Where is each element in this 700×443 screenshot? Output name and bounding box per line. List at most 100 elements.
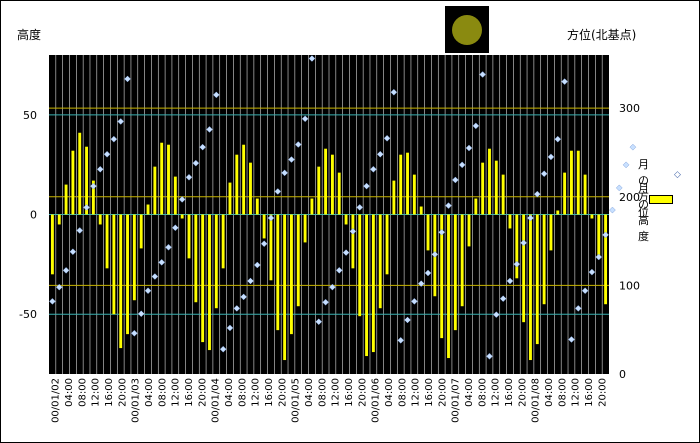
altitude-bar (50, 214, 54, 275)
altitude-bar (112, 214, 116, 315)
altitude-bar (358, 214, 362, 317)
altitude-bar (590, 214, 594, 219)
azimuth-point (226, 324, 234, 332)
azimuth-point (137, 310, 145, 318)
x-tick-label: 12:00 (331, 378, 342, 407)
x-tick-label: 00/01/05 (291, 378, 302, 423)
azimuth-point (363, 182, 370, 190)
azimuth-point (349, 227, 357, 235)
azimuth-point (356, 204, 364, 211)
azimuth-point (62, 266, 70, 274)
azimuth-point (554, 135, 562, 143)
altitude-bar (296, 214, 300, 307)
x-tick-label: 12:00 (411, 378, 422, 407)
altitude-bar (570, 150, 573, 215)
altitude-bar (515, 214, 519, 279)
altitude-bar (71, 150, 75, 215)
azimuth-point (431, 251, 439, 258)
altitude-bar (235, 154, 239, 215)
x-tick-label: 08:00 (77, 378, 88, 407)
azimuth-point (117, 118, 125, 125)
altitude-bar (119, 214, 123, 349)
azimuth-point (451, 176, 459, 184)
azimuth-point (595, 253, 603, 261)
altitude-bar (549, 214, 553, 251)
x-tick-label: 12:00 (91, 378, 102, 407)
altitude-bar (146, 204, 150, 215)
x-tick-label: 20:00 (597, 378, 608, 407)
altitude-bar (105, 214, 109, 269)
altitude-bar (501, 174, 505, 215)
azimuth-point (69, 248, 77, 256)
azimuth-point (383, 134, 391, 142)
x-tick-label: 00/01/07 (451, 378, 462, 423)
right-tick-label: 100 (619, 279, 640, 292)
altitude-bar (583, 174, 587, 215)
x-tick-label: 08:00 (557, 378, 568, 407)
x-tick-label: 20:00 (117, 378, 128, 407)
azimuth-point (103, 150, 111, 158)
altitude-bar (57, 214, 61, 225)
x-tick-label: 04:00 (64, 378, 75, 407)
x-tick-label: 16:00 (344, 378, 355, 407)
x-tick-label: 04:00 (144, 378, 155, 407)
altitude-bar (474, 198, 478, 215)
azimuth-point (158, 258, 166, 266)
right-tick-label: 300 (619, 102, 640, 115)
altitude-bar (91, 180, 95, 215)
altitude-bar (228, 182, 232, 215)
moon-phase-image (445, 6, 489, 53)
altitude-bar (508, 214, 512, 229)
azimuth-point (602, 231, 609, 239)
altitude-bar (337, 172, 341, 215)
azimuth-point (288, 156, 295, 163)
right-axis-title: 方位(北基点) (567, 28, 637, 42)
azimuth-point (199, 143, 207, 151)
azimuth-point (192, 159, 200, 167)
altitude-bar (371, 214, 375, 353)
x-tick-label: 00/01/03 (131, 378, 142, 423)
altitude-bar (447, 214, 450, 359)
altitude-bar (597, 214, 601, 259)
azimuth-point (315, 318, 323, 326)
altitude-bar (276, 214, 280, 331)
azimuth-point (417, 280, 425, 287)
x-tick-label: 04:00 (384, 378, 395, 407)
altitude-bar (249, 162, 252, 215)
azimuth-point (178, 196, 186, 203)
azimuth-point (424, 269, 432, 277)
altitude-bar (303, 214, 307, 243)
azimuth-point (144, 287, 152, 295)
altitude-bar (283, 214, 287, 361)
x-tick-label: 20:00 (357, 378, 368, 407)
altitude-bar (139, 214, 143, 249)
altitude-bar (173, 176, 177, 215)
altitude-bar (330, 154, 334, 215)
azimuth-point (547, 153, 555, 161)
altitude-bar (481, 162, 485, 215)
azimuth-point (281, 169, 288, 177)
azimuth-point (472, 122, 480, 130)
altitude-bar (351, 214, 355, 269)
azimuth-point (609, 206, 616, 214)
altitude-bar (310, 198, 314, 215)
altitude-bar (426, 214, 430, 251)
azimuth-point (110, 135, 118, 143)
azimuth-point (458, 161, 466, 169)
altitude-bar (385, 214, 389, 275)
azimuth-point (131, 329, 138, 337)
azimuth-point (370, 165, 377, 173)
azimuth-point (397, 336, 405, 344)
right-tick-label: 200 (619, 191, 640, 204)
azimuth-point (83, 204, 90, 211)
altitude-bar (344, 214, 348, 225)
altitude-bar (556, 210, 560, 215)
azimuth-point (581, 287, 589, 295)
x-tick-label: 04:00 (544, 378, 555, 407)
altitude-bar (214, 214, 218, 309)
altitude-bar (98, 214, 102, 225)
altitude-bar (392, 180, 396, 215)
altitude-bar (494, 160, 498, 215)
azimuth-point (479, 71, 487, 78)
x-tick-label: 16:00 (104, 378, 115, 407)
